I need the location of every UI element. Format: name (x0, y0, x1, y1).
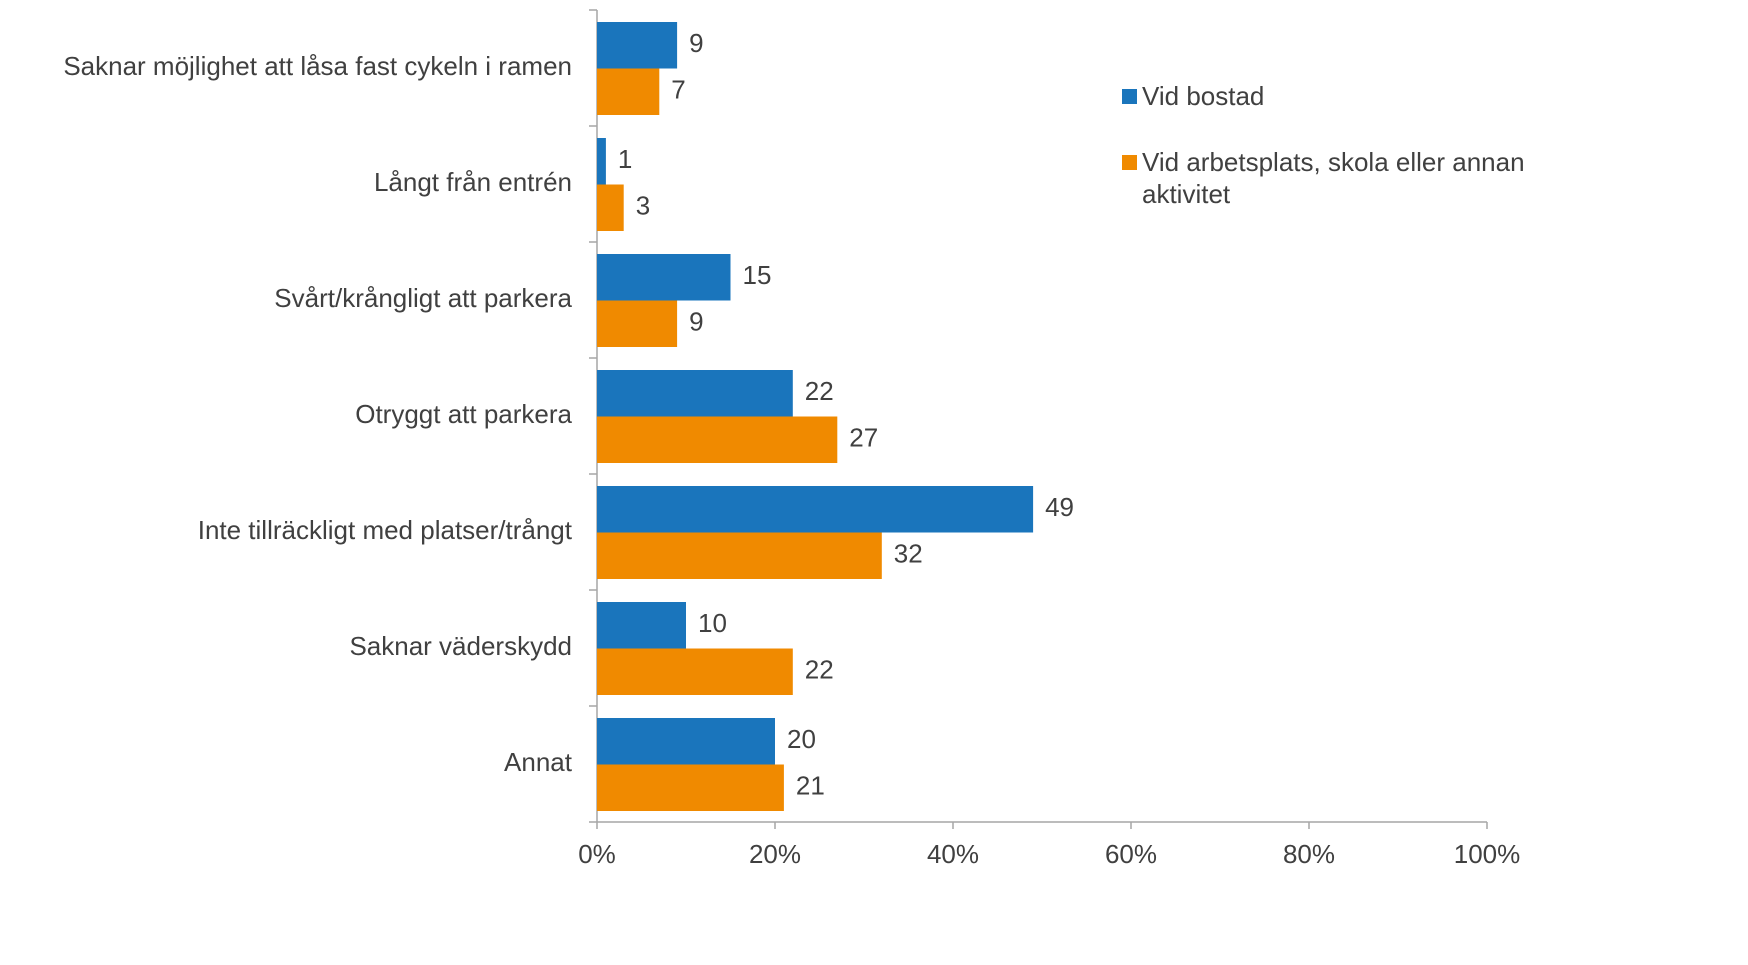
bar (597, 300, 678, 347)
data-label: 22 (805, 376, 834, 406)
data-label: 20 (787, 724, 816, 754)
category-label: Annat (504, 747, 573, 777)
bar (597, 486, 1034, 533)
legend: Vid bostad Vid arbetsplats, skola eller a… (1120, 80, 1570, 244)
bar (597, 532, 882, 579)
bar (597, 718, 775, 765)
x-tick-label: 40% (927, 839, 979, 869)
category-label: Otryggt att parkera (355, 399, 572, 429)
data-label: 7 (671, 75, 685, 105)
data-label: 1 (618, 144, 632, 174)
category-label: Svårt/krångligt att parkera (274, 283, 572, 313)
bar (597, 68, 660, 115)
category-label: Inte tillräckligt med platser/trångt (198, 515, 573, 545)
x-tick-label: 20% (749, 839, 801, 869)
category-label: Saknar väderskydd (349, 631, 572, 661)
legend-label: Vid bostad (1142, 81, 1265, 111)
data-label: 10 (698, 608, 727, 638)
bar (597, 370, 793, 417)
x-tick-label: 60% (1105, 839, 1157, 869)
legend-swatch (1122, 155, 1137, 170)
data-label: 15 (743, 260, 772, 290)
bar (597, 138, 606, 185)
data-label: 27 (849, 423, 878, 453)
legend-swatch (1122, 89, 1137, 104)
data-label: 9 (689, 28, 703, 58)
x-tick-label: 80% (1283, 839, 1335, 869)
bar (597, 648, 793, 695)
bar (597, 254, 731, 301)
bar (597, 416, 838, 463)
legend-item: Vid arbetsplats, skola eller annan aktiv… (1120, 146, 1570, 210)
bar (597, 22, 678, 69)
bar (597, 764, 784, 811)
category-label: Saknar möjlighet att låsa fast cykeln i … (63, 51, 572, 81)
legend-item: Vid bostad (1120, 80, 1570, 112)
data-label: 22 (805, 655, 834, 685)
bar (597, 184, 624, 231)
category-label: Långt från entrén (374, 167, 572, 197)
data-label: 49 (1045, 492, 1074, 522)
data-label: 32 (894, 539, 923, 569)
data-label: 9 (689, 307, 703, 337)
x-tick-label: 100% (1454, 839, 1521, 869)
bar (597, 602, 686, 649)
x-tick-label: 0% (578, 839, 616, 869)
data-label: 21 (796, 771, 825, 801)
legend-label: Vid arbetsplats, skola eller annan aktiv… (1142, 147, 1525, 209)
data-label: 3 (636, 191, 650, 221)
